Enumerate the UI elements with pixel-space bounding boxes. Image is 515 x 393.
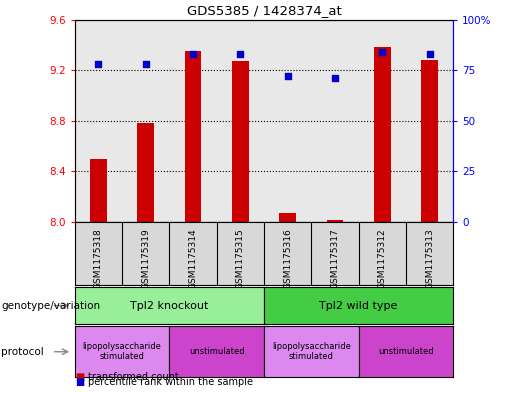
Bar bbox=[169, 20, 217, 222]
Point bbox=[425, 51, 434, 57]
Point bbox=[283, 73, 291, 79]
Bar bbox=[90, 159, 107, 222]
Point bbox=[378, 49, 386, 55]
Text: lipopolysaccharide
stimulated: lipopolysaccharide stimulated bbox=[82, 342, 161, 362]
Text: Tpl2 knockout: Tpl2 knockout bbox=[130, 301, 209, 310]
Bar bbox=[421, 60, 438, 222]
Bar bbox=[138, 123, 154, 222]
Text: GSM1175316: GSM1175316 bbox=[283, 228, 292, 289]
Bar bbox=[75, 20, 122, 222]
Text: unstimulated: unstimulated bbox=[189, 347, 245, 356]
Text: GSM1175319: GSM1175319 bbox=[141, 228, 150, 289]
Bar bbox=[264, 20, 311, 222]
Bar bbox=[358, 20, 406, 222]
Text: Tpl2 wild type: Tpl2 wild type bbox=[319, 301, 398, 310]
Bar bbox=[374, 48, 390, 222]
Text: lipopolysaccharide
stimulated: lipopolysaccharide stimulated bbox=[272, 342, 351, 362]
Text: transformed count: transformed count bbox=[88, 372, 178, 382]
Bar bbox=[327, 220, 343, 222]
Text: ■: ■ bbox=[75, 377, 84, 387]
Text: GSM1175312: GSM1175312 bbox=[377, 228, 387, 289]
Text: unstimulated: unstimulated bbox=[378, 347, 434, 356]
Bar bbox=[122, 20, 169, 222]
Point bbox=[94, 61, 102, 67]
Text: GSM1175318: GSM1175318 bbox=[94, 228, 103, 289]
Point bbox=[142, 61, 150, 67]
Bar bbox=[185, 51, 201, 222]
Text: GSM1175317: GSM1175317 bbox=[331, 228, 339, 289]
Text: GSM1175314: GSM1175314 bbox=[188, 228, 197, 289]
Bar bbox=[232, 61, 249, 222]
Text: GSM1175315: GSM1175315 bbox=[236, 228, 245, 289]
Bar bbox=[406, 20, 453, 222]
Point bbox=[331, 75, 339, 81]
Point bbox=[189, 51, 197, 57]
Text: percentile rank within the sample: percentile rank within the sample bbox=[88, 377, 252, 387]
Point bbox=[236, 51, 245, 57]
Text: ■: ■ bbox=[75, 372, 84, 382]
Text: GSM1175313: GSM1175313 bbox=[425, 228, 434, 289]
Bar bbox=[217, 20, 264, 222]
Bar bbox=[311, 20, 358, 222]
Bar bbox=[279, 213, 296, 222]
Text: genotype/variation: genotype/variation bbox=[1, 301, 100, 310]
Title: GDS5385 / 1428374_at: GDS5385 / 1428374_at bbox=[186, 4, 341, 17]
Text: protocol: protocol bbox=[1, 347, 44, 357]
